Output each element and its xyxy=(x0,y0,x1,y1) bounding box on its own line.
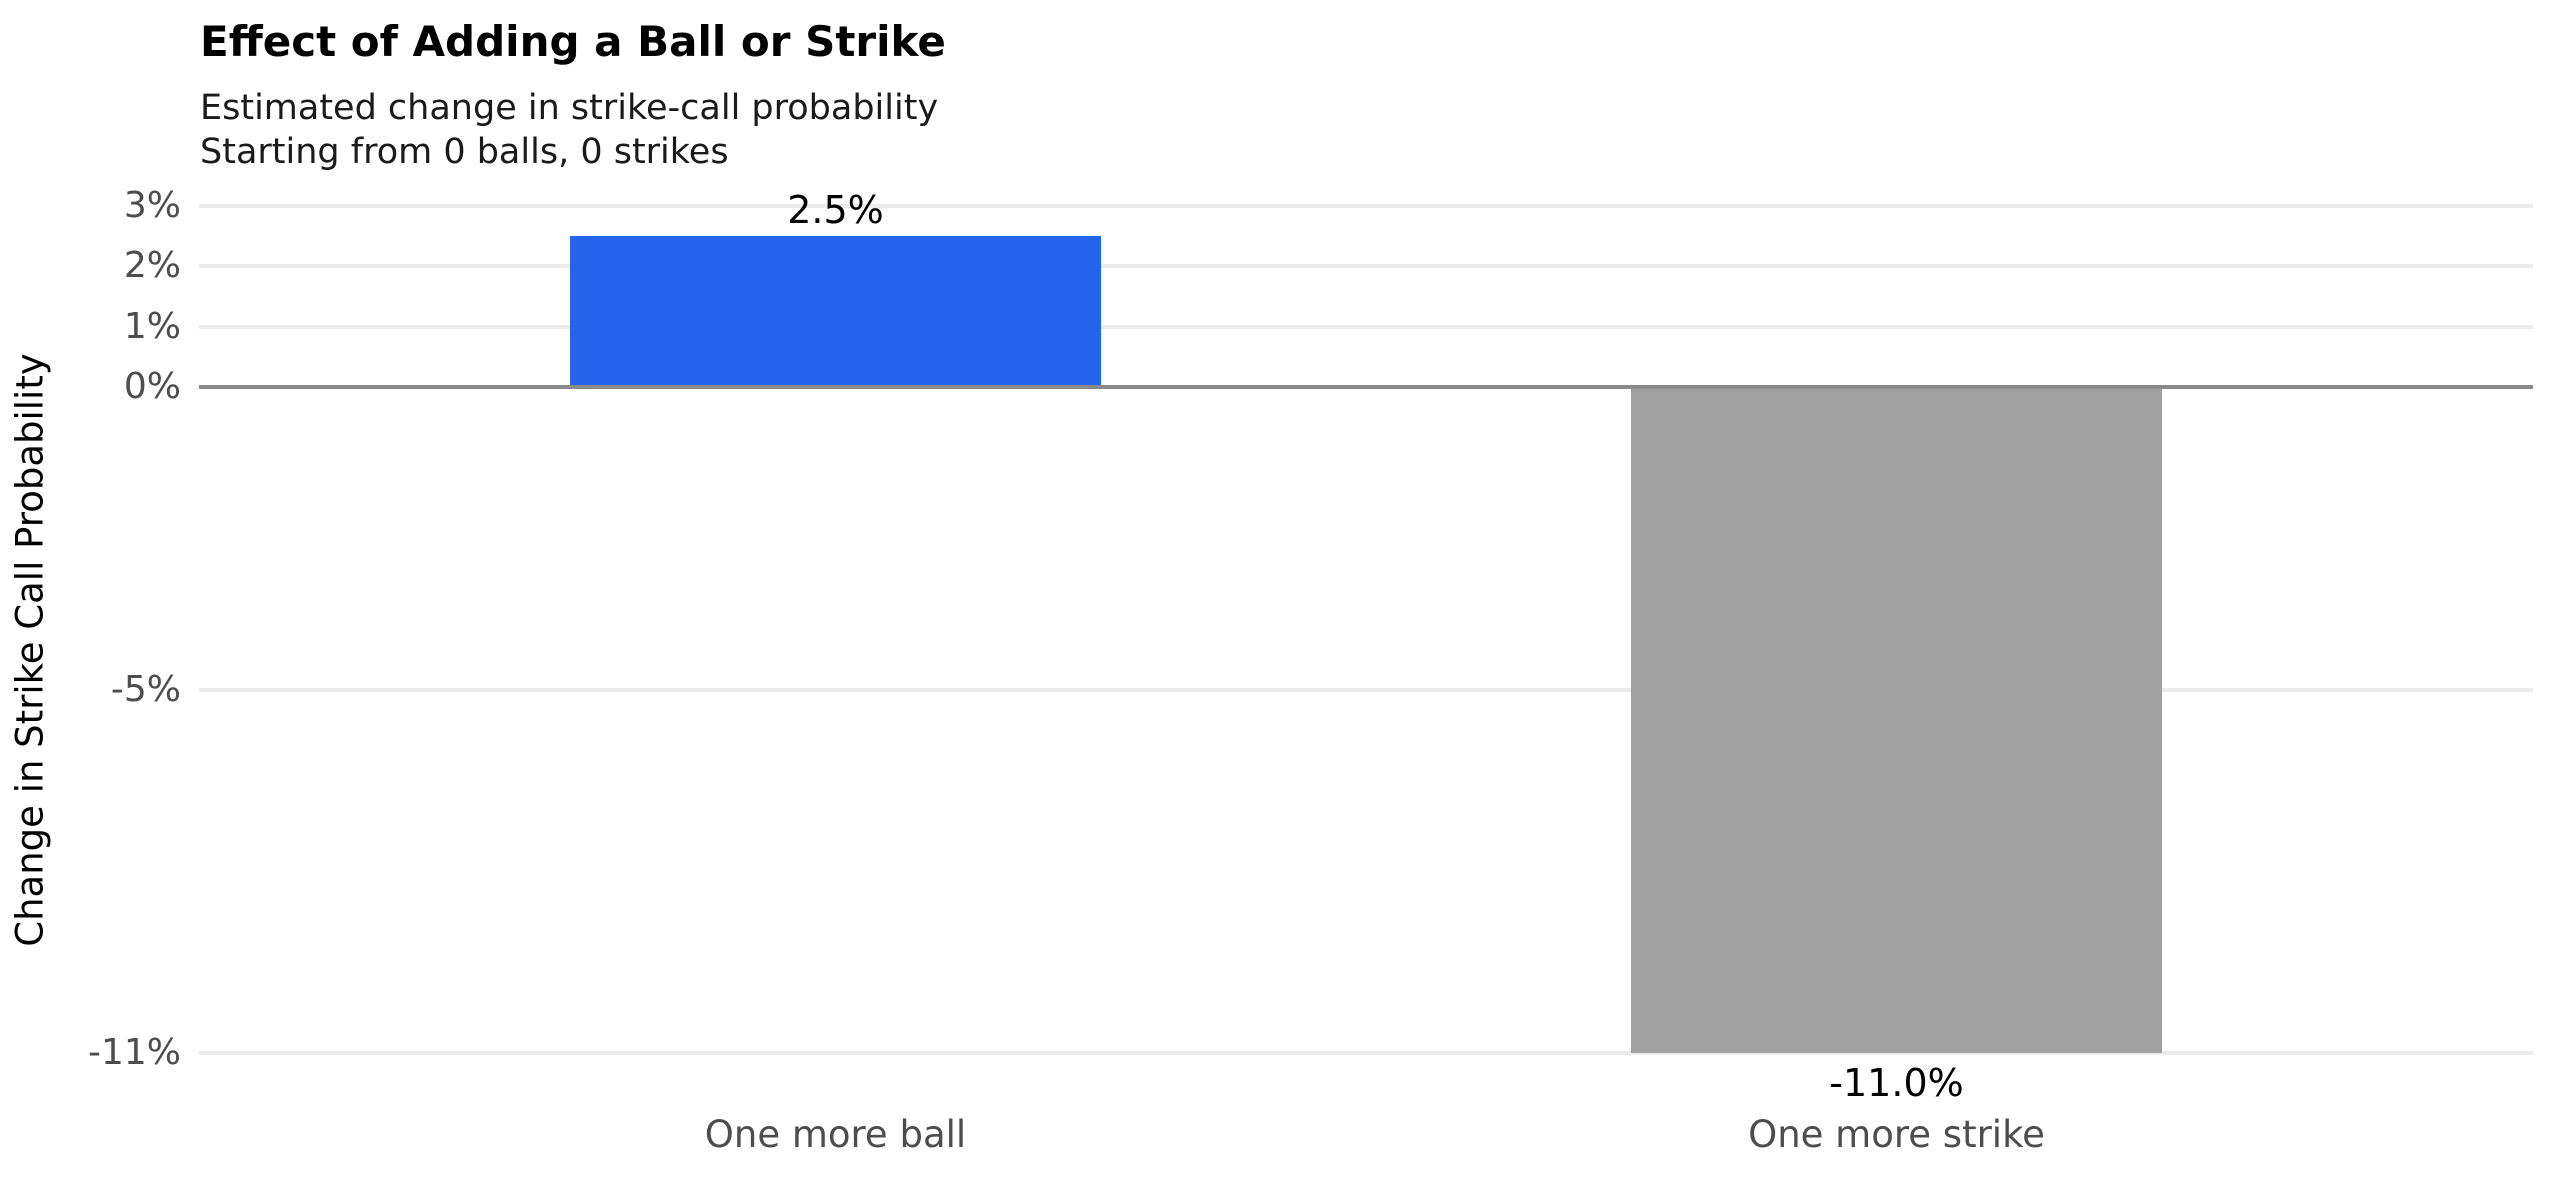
gridline-3- xyxy=(199,203,2533,208)
bar-value-label-one-more-ball: 2.5% xyxy=(787,187,884,232)
y-tick-label-3-: 3% xyxy=(123,184,181,226)
chart-subtitle-line-2: Starting from 0 balls, 0 strikes xyxy=(200,132,729,172)
y-axis-title: Change in Strike Call Probability xyxy=(8,353,52,947)
x-category-label-one-more-ball: One more ball xyxy=(704,1113,967,1156)
chart-subtitle-line-1: Estimated change in strike-call probabil… xyxy=(200,88,939,128)
gridline--11- xyxy=(199,1050,2533,1055)
gridline-2- xyxy=(199,264,2533,268)
y-tick-label-1-: 1% xyxy=(123,305,181,347)
y-tick-label-2-: 2% xyxy=(123,245,181,286)
gridline--5- xyxy=(199,687,2533,692)
bar-one-more-ball xyxy=(570,235,1101,387)
bar-value-label-one-more-strike: -11.0% xyxy=(1829,1060,1964,1105)
chart-title: Effect of Adding a Ball or Strike xyxy=(200,17,946,66)
zero-line xyxy=(199,385,2533,389)
chart-subtitle: Estimated change in strike-call probabil… xyxy=(200,86,938,174)
gridline-1- xyxy=(199,324,2533,329)
bar-one-more-strike xyxy=(1631,389,2162,1053)
x-category-label-one-more-strike: One more strike xyxy=(1748,1113,2045,1156)
y-tick-label-0-: 0% xyxy=(123,366,181,407)
y-tick-label--5-: -5% xyxy=(110,668,181,710)
y-tick-label--11-: -11% xyxy=(87,1031,181,1073)
